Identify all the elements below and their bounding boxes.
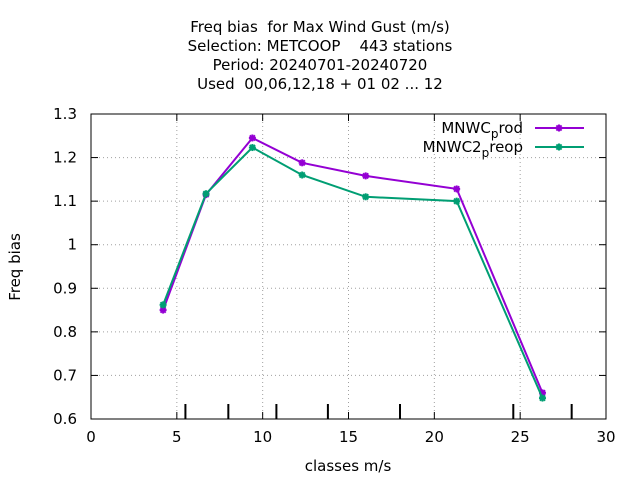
x-tick-label: 5 [172, 428, 182, 446]
series-group [159, 134, 546, 402]
x-tick-label: 25 [511, 428, 530, 446]
y-tick-label: 1 [67, 236, 77, 254]
chart-title-line-4: Used 00,06,12,18 + 01 02 ... 12 [197, 75, 443, 93]
data-point [248, 144, 256, 152]
chart-title-line-3: Period: 20240701-20240720 [212, 56, 428, 74]
y-tick-label: 0.7 [53, 366, 77, 384]
legend-label-0: MNWCprod [441, 119, 523, 141]
data-point [202, 190, 210, 198]
grid-lines [91, 114, 606, 419]
data-point [453, 197, 461, 205]
data-point [298, 171, 306, 179]
data-point [538, 394, 546, 402]
y-tick-label: 1.3 [53, 105, 77, 123]
legend-marker [555, 124, 563, 132]
data-point [159, 306, 167, 314]
chart-title-line-2: Selection: METCOOP 443 stations [187, 37, 453, 55]
x-tick-label: 0 [86, 428, 96, 446]
x-axis-label: classes m/s [305, 457, 392, 475]
series-line-1 [162, 146, 544, 399]
y-tick-label: 0.9 [53, 279, 77, 297]
y-tick-label: 0.6 [53, 410, 77, 428]
y-tick-label: 0.8 [53, 323, 77, 341]
data-point [453, 185, 461, 193]
legend-label-1: MNWC2preop [423, 138, 523, 160]
data-point [159, 301, 167, 309]
data-point [298, 159, 306, 167]
y-tick-label: 1.1 [53, 192, 77, 210]
y-axis-label: Freq bias [6, 233, 24, 301]
x-tick-label: 30 [596, 428, 615, 446]
data-point [362, 172, 370, 180]
class-marks [184, 404, 573, 419]
x-tick-label: 10 [253, 428, 272, 446]
x-tick-label: 20 [425, 428, 444, 446]
axis-ticks: 0.6 0.7 0.8 0.9 1 1.1 1.2 1.3 0 5 10 15 20 25 30 [53, 105, 615, 446]
x-tick-label: 15 [339, 428, 358, 446]
legend-marker [555, 143, 563, 151]
chart-title-line-1: Freq bias for Max Wind Gust (m/s) [190, 18, 450, 36]
data-point [362, 193, 370, 201]
data-point [248, 134, 256, 142]
y-tick-label: 1.2 [53, 149, 77, 167]
